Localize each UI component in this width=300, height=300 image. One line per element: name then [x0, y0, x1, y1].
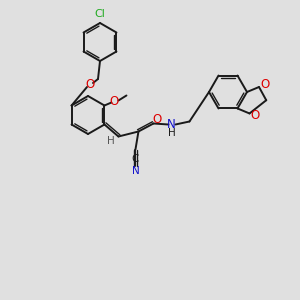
- Text: O: O: [153, 113, 162, 126]
- Text: O: O: [260, 79, 269, 92]
- Text: C: C: [132, 154, 139, 164]
- Text: O: O: [250, 109, 260, 122]
- Text: O: O: [85, 79, 94, 92]
- Text: H: H: [106, 136, 114, 146]
- Text: H: H: [168, 128, 175, 137]
- Text: Cl: Cl: [94, 9, 105, 19]
- Text: N: N: [167, 118, 176, 131]
- Text: N: N: [132, 166, 139, 176]
- Text: O: O: [110, 95, 119, 108]
